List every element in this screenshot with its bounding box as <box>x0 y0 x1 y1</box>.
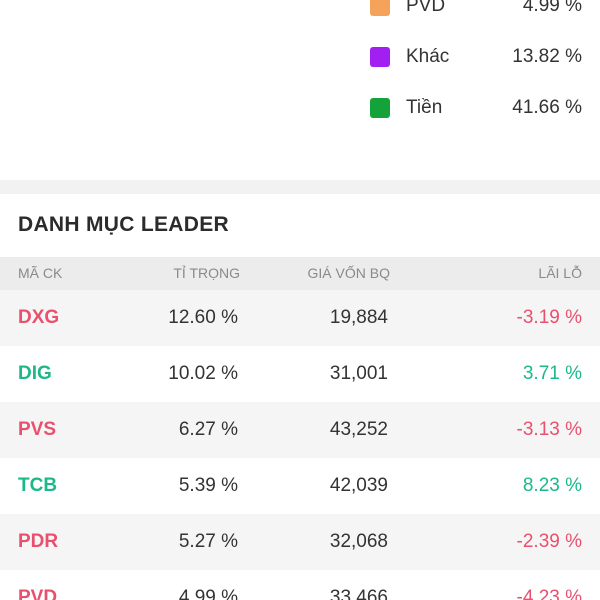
table-row[interactable]: DXG 12.60 % 19,884 -3.19 % <box>0 290 600 346</box>
stock-avg-cost: 43,252 <box>329 419 388 440</box>
header-weight: TỈ TRỌNG <box>173 265 240 281</box>
table-row[interactable]: PVS 6.27 % 43,252 -3.13 % <box>0 402 600 458</box>
stock-code: PVS <box>18 419 57 440</box>
table-row[interactable]: DIG 10.02 % 31,001 3.71 % <box>0 346 600 402</box>
stock-weight: 4.99 % <box>178 587 238 600</box>
stock-avg-cost: 32,068 <box>329 531 388 552</box>
header-pl: LÃI LỖ <box>538 265 582 281</box>
stock-profit-loss: 3.71 % <box>522 363 582 384</box>
stock-weight: 5.39 % <box>178 475 238 496</box>
table-header: MÃ CK TỈ TRỌNG GIÁ VỐN BQ LÃI LỖ <box>0 257 600 290</box>
legend-label: Khác <box>406 46 450 67</box>
legend-label: Tiền <box>406 97 443 118</box>
legend-value: 41.66 % <box>512 97 582 118</box>
legend-swatch <box>370 98 390 118</box>
stock-avg-cost: 19,884 <box>329 307 388 328</box>
allocation-legend: PVD 4.99 % Khác 13.82 % Tiền 41.66 % <box>0 0 600 180</box>
legend-label: PVD <box>406 0 446 16</box>
stock-code: PDR <box>18 531 59 552</box>
table-row[interactable]: PVD 4.99 % 33,466 -4.23 % <box>0 570 600 600</box>
stock-profit-loss: -3.19 % <box>516 307 582 328</box>
stock-weight: 5.27 % <box>178 531 238 552</box>
stock-profit-loss: -2.39 % <box>516 531 582 552</box>
stock-avg-cost: 33,466 <box>329 587 388 600</box>
legend-swatch <box>370 47 390 67</box>
stock-code: DIG <box>18 363 52 384</box>
header-code: MÃ CK <box>18 265 63 281</box>
section-divider <box>0 180 600 194</box>
legend-item-tien: Tiền 41.66 % <box>370 93 582 123</box>
stock-profit-loss: -4.23 % <box>516 587 582 600</box>
stock-avg-cost: 42,039 <box>329 475 388 496</box>
stock-profit-loss: -3.13 % <box>516 419 582 440</box>
stock-profit-loss: 8.23 % <box>522 475 582 496</box>
stock-weight: 12.60 % <box>168 307 238 328</box>
section-title: DANH MỤC LEADER <box>18 213 229 236</box>
stock-code: PVD <box>18 587 58 600</box>
header-cost: GIÁ VỐN BQ <box>307 265 390 281</box>
table-row[interactable]: TCB 5.39 % 42,039 8.23 % <box>0 458 600 514</box>
stock-weight: 6.27 % <box>178 419 238 440</box>
legend-swatch <box>370 0 390 16</box>
stock-weight: 10.02 % <box>168 363 238 384</box>
stock-code: DXG <box>18 307 60 328</box>
stock-code: TCB <box>18 475 58 496</box>
legend-value: 4.99 % <box>522 0 582 16</box>
stock-avg-cost: 31,001 <box>329 363 388 384</box>
legend-item-khac: Khác 13.82 % <box>370 42 582 72</box>
legend-item-pvd: PVD 4.99 % <box>370 0 582 21</box>
legend-value: 13.82 % <box>512 46 582 67</box>
table-row[interactable]: PDR 5.27 % 32,068 -2.39 % <box>0 514 600 570</box>
